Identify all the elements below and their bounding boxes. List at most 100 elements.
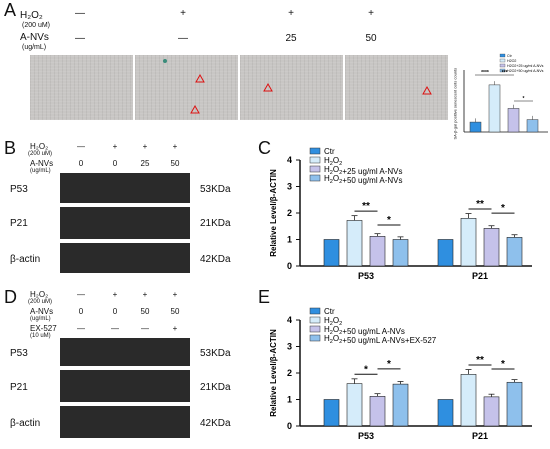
panel-d-anv-1: 0: [78, 307, 84, 316]
panel-d-anv-unit: (ug/mL): [30, 316, 51, 322]
panel-a-label: A: [4, 0, 17, 20]
micrograph-anv25: [240, 55, 343, 120]
panel-a-sig-2: *: [523, 96, 525, 102]
panel-a-ylabel-wrap: SA-β-gal positive senescent cells counts: [450, 68, 460, 144]
panel-c-sig-2: **: [476, 199, 484, 210]
panel-d-anv-3: 50: [140, 307, 150, 316]
panel-e-category-P53: P53: [358, 431, 374, 441]
panel-b-blot-actin: [60, 243, 190, 273]
panel-c-legend-swatch-0: [309, 147, 321, 155]
panel-e-label: E: [258, 287, 271, 307]
panel-e-ytick-label-3: 3: [287, 342, 292, 352]
panel-a-h2o2-label: H₂O₂: [20, 10, 43, 21]
panel-b-h2o2-conc: (200 uM): [28, 151, 53, 157]
panel-b-anv-1: 0: [78, 159, 84, 168]
micrograph-h2o2: [135, 55, 238, 120]
panel-e-sig-0: *: [364, 364, 368, 375]
panel-a-legend-label-2: H2O2+25 ug/ml A-NVs: [507, 64, 544, 68]
panel-d-kda-p21: 21KDa: [200, 382, 231, 393]
panel-c-legend-label-1: H2O2: [324, 156, 342, 167]
panel-d-ex-2: —: [111, 324, 119, 333]
panel-c-bar-P21-0: [437, 239, 454, 267]
panel-c-sig-3: *: [501, 203, 505, 214]
panel-c-category-P21: P21: [472, 271, 488, 281]
panel-b-kda-p53: 53KDa: [200, 184, 231, 195]
panel-d-band-p21: P21: [10, 382, 28, 393]
panel-e-legend-swatch-1: [309, 316, 321, 324]
panel-b-anv-4: 50: [170, 159, 180, 168]
panel-d-kda-p53: 53KDa: [200, 348, 231, 359]
panel-a-legend-swatch-1: [499, 58, 506, 63]
panel-c-sig-1: *: [387, 215, 391, 226]
panel-a-legend-swatch-3: [499, 68, 506, 73]
panel-c-legend-swatch-2: [309, 165, 321, 173]
panel-d-anv-label: A-NVs: [30, 307, 54, 316]
panel-a-anv-4: 50: [365, 33, 377, 44]
panel-a-legend-swatch-2: [499, 63, 506, 68]
panel-e-legend-label-0: Ctr: [324, 307, 335, 316]
panel-e-ytick-label-1: 1: [287, 395, 292, 405]
panel-a-anv-2: —: [178, 33, 188, 44]
panel-b-band-p21: P21: [10, 218, 28, 229]
panel-c-legend-swatch-3: [309, 174, 321, 182]
panel-e-ylabel: Relative Level/β-ACTIN: [269, 329, 278, 417]
panel-c-legend-label-0: Ctr: [324, 147, 335, 156]
panel-e-legend-label-1: H2O2: [324, 316, 342, 327]
panel-c-bar-P53-3: [392, 239, 409, 267]
panel-a-legend-label-3: H2O2+50 ug/ml A-NVs: [507, 69, 544, 73]
panel-c-label: C: [258, 138, 271, 158]
panel-b-h2o2-2: +: [112, 142, 118, 151]
panel-e-legend-label-3: H2O2+50 ug/mL A-NVs+EX-527: [324, 334, 437, 345]
panel-b-kda-actin: 42KDa: [200, 254, 231, 265]
panel-a-sig-0: ****: [481, 70, 489, 76]
panel-d-band-actin: β-actin: [10, 418, 41, 429]
panel-b-kda-p21: 21KDa: [200, 218, 231, 229]
micrograph-ctr: [30, 55, 133, 120]
panel-c-ytick-label-0: 0: [287, 261, 292, 271]
panel-d-ex-label: EX-527: [30, 324, 57, 333]
panel-d-ex-3: —: [141, 324, 149, 333]
panel-c-legend-swatch-1: [309, 156, 321, 164]
panel-c-legend-label-3: H2O2+50 ug/ml A-NVs: [324, 174, 403, 185]
panel-b-band-actin: β-actin: [10, 254, 41, 265]
panel-c-ytick-label-2: 2: [287, 208, 292, 218]
panel-a-legend-label-1: H2O2: [507, 59, 516, 63]
panel-e-bar-P21-2: [483, 396, 500, 427]
panel-c-bar-P53-2: [369, 236, 386, 267]
panel-c-bar-P21-3: [506, 237, 523, 267]
panel-e-category-P21: P21: [472, 431, 488, 441]
panel-d-anv-2: 0: [112, 307, 118, 316]
panel-b-anv-2: 0: [112, 159, 118, 168]
panel-b-anv-3: 25: [140, 159, 150, 168]
panel-e-bar-P21-3: [506, 381, 523, 427]
panel-a-ylabel: SA-β-gal positive senescent cells counts: [452, 67, 458, 140]
panel-d-h2o2-4: +: [172, 290, 178, 299]
panel-a-h2o2-4: +: [368, 8, 374, 19]
panel-b-h2o2-1: —: [77, 142, 85, 151]
panel-a-bar-2: [507, 108, 520, 133]
panel-e-sig-1: *: [387, 359, 391, 370]
panel-a-bar-3: [526, 119, 539, 133]
panel-d-h2o2-label: H₂O₂: [30, 290, 49, 299]
panel-b-h2o2-3: +: [142, 142, 148, 151]
panel-d-ex-1: —: [77, 324, 85, 333]
panel-c-chart: 0 1 2 3 4 Relative Level/β-ACTIN CtrH2O2H2O2+2…: [269, 147, 532, 281]
panel-c-bar-P21-1: [460, 218, 477, 267]
panel-c-legend-label-2: H2O2+25 ug/ml A-NVs: [324, 165, 403, 176]
panel-d-label: D: [4, 287, 17, 307]
panel-d-h2o2-2: +: [112, 290, 118, 299]
panel-c-bar-P53-0: [323, 239, 340, 267]
panel-e-bar-P53-2: [369, 396, 386, 427]
panel-c-sig-0: **: [362, 201, 370, 212]
panel-b-blot-p21: [60, 207, 190, 239]
panel-c-ylabel: Relative Level/β-ACTIN: [269, 169, 278, 257]
panel-d-h2o2-3: +: [142, 290, 148, 299]
panel-a-legend-label-0: Ctr: [507, 54, 513, 58]
panel-e-legend-swatch-2: [309, 325, 321, 333]
panel-d-blot-p53: [60, 338, 190, 366]
panel-d-ex-conc: (10 uM): [30, 333, 51, 339]
panel-d-blot-actin: [60, 406, 190, 438]
panel-e-ytick-label-4: 4: [287, 315, 292, 325]
